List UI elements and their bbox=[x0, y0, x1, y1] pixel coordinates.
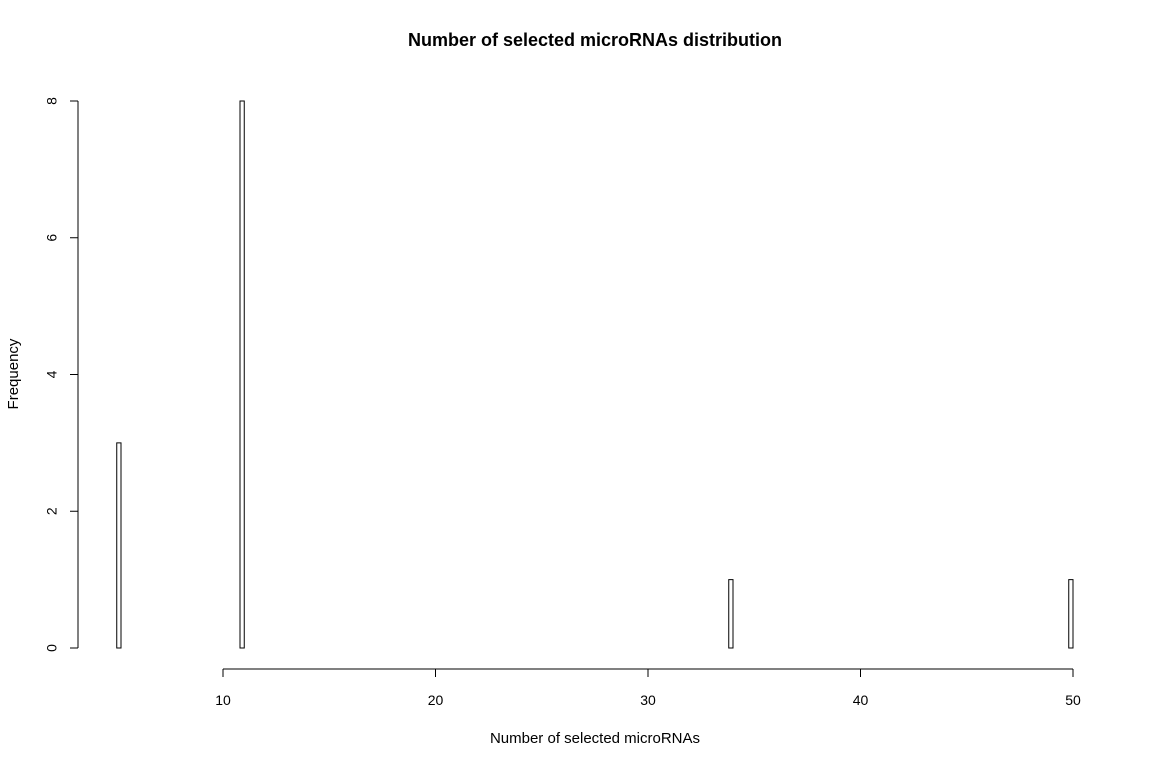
y-axis: 0 2 4 6 8 bbox=[44, 97, 79, 652]
histogram-bar bbox=[239, 100, 245, 649]
y-tick-label: 0 bbox=[44, 644, 60, 652]
bars-group bbox=[116, 100, 1074, 649]
x-tick-label: 50 bbox=[1065, 692, 1081, 708]
histogram-bar bbox=[1068, 579, 1074, 649]
x-axis: 10 20 30 40 50 bbox=[215, 668, 1081, 708]
histogram-bar bbox=[116, 442, 122, 649]
x-tick-label: 10 bbox=[215, 692, 231, 708]
x-axis-label: Number of selected microRNAs bbox=[490, 730, 700, 747]
y-axis-label: Frequency bbox=[5, 338, 22, 409]
histogram-bar bbox=[728, 579, 734, 649]
y-tick-label: 6 bbox=[44, 234, 60, 242]
x-tick-label: 30 bbox=[640, 692, 656, 708]
x-tick-label: 20 bbox=[428, 692, 444, 708]
y-tick-label: 4 bbox=[44, 370, 60, 378]
y-tick-label: 8 bbox=[44, 97, 60, 105]
x-tick-label: 40 bbox=[853, 692, 869, 708]
chart-title: Number of selected microRNAs distributio… bbox=[408, 30, 782, 50]
y-tick-label: 2 bbox=[44, 507, 60, 515]
